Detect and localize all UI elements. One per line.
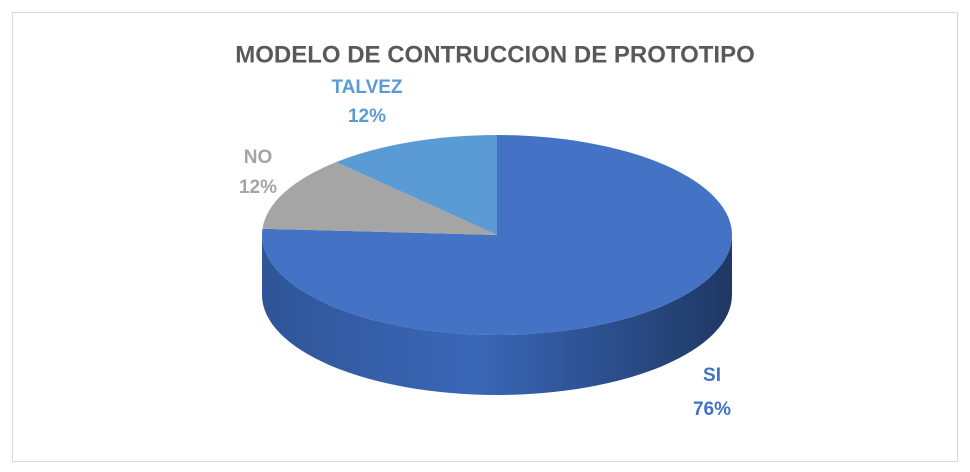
slice-value-label: 12% <box>239 177 277 198</box>
pie-slice <box>336 135 497 235</box>
pie-slice <box>262 135 732 335</box>
slice-label: TALVEZ <box>331 77 402 98</box>
pie-side <box>262 235 732 395</box>
slice-label: SI <box>703 365 721 386</box>
slice-value-label: 12% <box>348 106 386 127</box>
slice-label: NO <box>244 147 273 168</box>
slice-value-label: 76% <box>693 399 731 420</box>
pie-slice <box>262 162 497 235</box>
chart-title: MODELO DE CONTRUCCION DE PROTOTIPO <box>235 41 755 68</box>
